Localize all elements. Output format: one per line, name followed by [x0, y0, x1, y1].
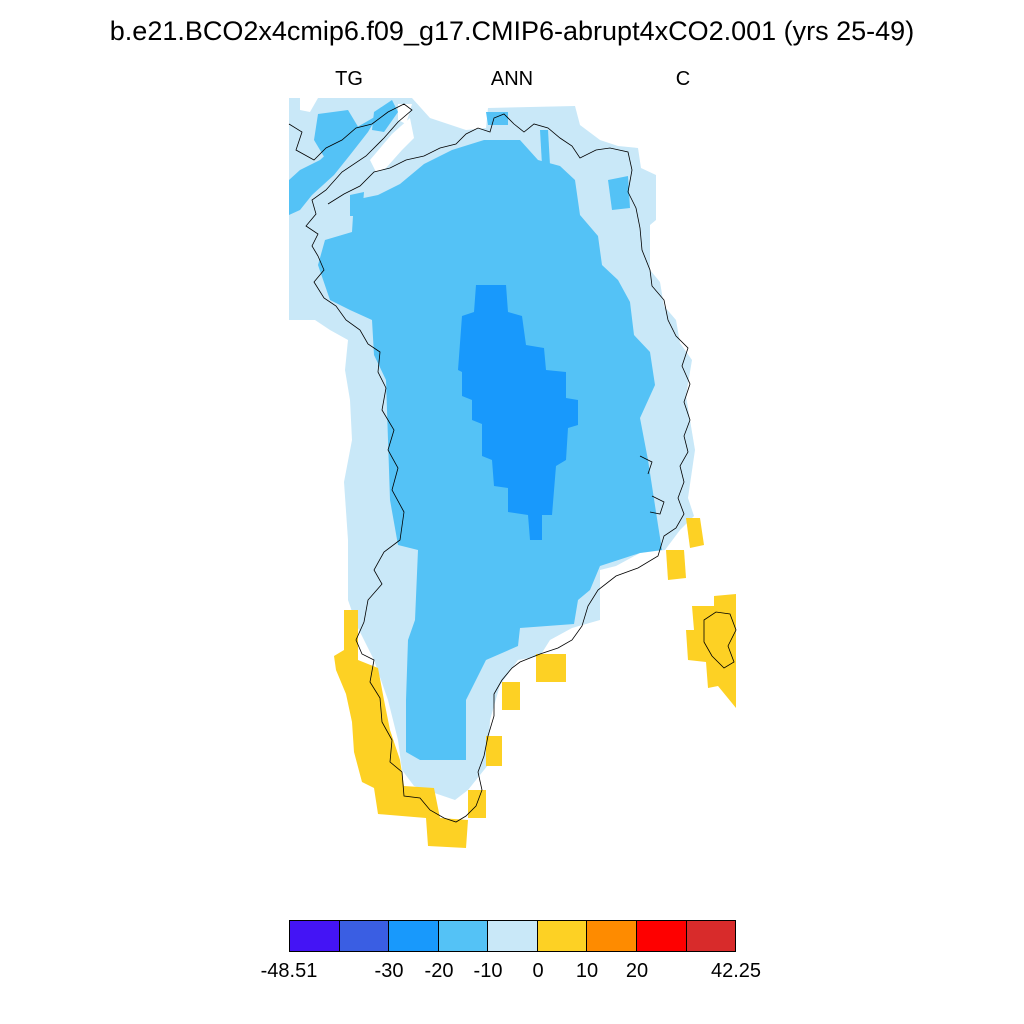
colorbar-box: [686, 921, 736, 951]
map-title: b.e21.BCO2x4cmip6.f09_g17.CMIP6-abrupt4x…: [109, 16, 915, 46]
colorbar-box: [290, 921, 340, 951]
center-subtitle: ANN: [490, 68, 534, 90]
region-mid-blue-north-1: [486, 112, 508, 125]
region-yellow-ei: [686, 594, 736, 708]
colorbar-box: [339, 921, 390, 951]
region-yellow-s3: [486, 736, 502, 766]
colorbar-label: 10: [575, 960, 599, 982]
colorbar-label: -10: [473, 960, 503, 982]
coastline-main: [288, 103, 691, 823]
colorbar: [289, 920, 736, 952]
right-subtitle: C: [675, 68, 691, 90]
coastline-inlet-1: [649, 495, 665, 515]
colorbar-box: [389, 921, 439, 951]
colorbar-label: -48.51: [260, 960, 318, 982]
inlet-nw-2: [300, 98, 318, 112]
colorbar-box: [438, 921, 489, 951]
colorbar-label: -20: [424, 960, 454, 982]
region-mid-blue-north-2: [540, 130, 550, 165]
region-mid-blue-nw-2: [314, 110, 360, 160]
region-yellow-e2: [666, 550, 686, 580]
colorbar-label: 42.25: [710, 960, 762, 982]
region-yellow: [334, 518, 736, 848]
colorbar-box: [636, 921, 687, 951]
region-mid-blue-north-3: [350, 192, 364, 216]
region-mid-blue-ne: [608, 176, 630, 210]
colorbar-label: 0: [532, 960, 544, 982]
region-yellow-e1: [686, 518, 704, 548]
inlet-nw-1: [370, 118, 414, 172]
colorbar-box: [488, 921, 538, 951]
coastline: [288, 103, 737, 823]
region-yellow-s2: [502, 682, 520, 710]
region-mid-blue-nw-1: [289, 115, 378, 215]
region-dark-blue-core: [458, 285, 578, 540]
region-yellow-sw: [334, 610, 468, 848]
colorbar-label: 20: [625, 960, 649, 982]
left-subtitle: TG: [335, 68, 363, 90]
coastline-inlet-2: [639, 455, 653, 475]
region-yellow-s1: [536, 654, 566, 682]
coastline-island-east: [703, 611, 737, 669]
region-dark-blue: [458, 285, 578, 540]
colorbar-label: -30: [374, 960, 404, 982]
colorbar-box: [537, 921, 588, 951]
region-mid-blue-nw-3: [372, 100, 398, 132]
colorbar-box: [587, 921, 637, 951]
